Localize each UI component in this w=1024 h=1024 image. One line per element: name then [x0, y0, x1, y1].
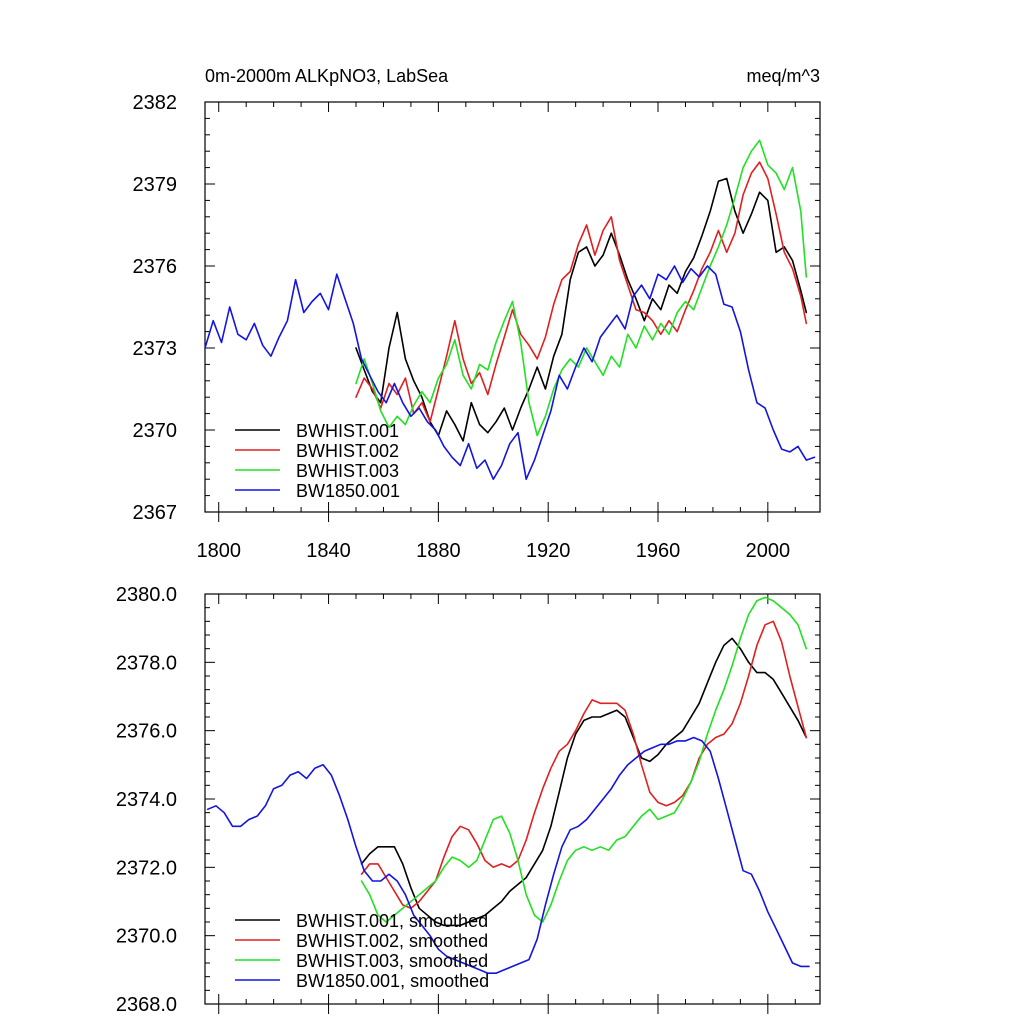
series-line-bwhist-002 — [355, 161, 808, 423]
legend-label: BWHIST.002 — [296, 441, 399, 461]
chart-title-left: 0m-2000m ALKpNO3, LabSea — [205, 66, 449, 86]
y-tick-label: 2367 — [133, 502, 178, 524]
legend-label: BWHIST.002, smoothed — [296, 931, 488, 951]
y-tick-label: 2379 — [133, 174, 178, 196]
y-tick-label: 2372.0 — [116, 857, 177, 879]
series-line-bwhist-003 — [355, 139, 808, 437]
legend-label: BWHIST.003, smoothed — [296, 951, 488, 971]
chart-title-right: meq/m^3 — [747, 66, 820, 86]
y-tick-label: 2370 — [133, 420, 178, 442]
legend-label: BW1850.001, smoothed — [296, 971, 489, 991]
x-tick-label: 2000 — [746, 540, 791, 562]
legend-label: BWHIST.001 — [296, 421, 399, 441]
legend-label: BW1850.001 — [296, 481, 400, 501]
y-tick-label: 2373 — [133, 338, 178, 360]
series-line-bw1850-001-smoothed — [206, 736, 810, 975]
series-line-bw1850-001 — [204, 265, 816, 481]
x-tick-label: 1960 — [636, 540, 681, 562]
legend-label: BWHIST.001, smoothed — [296, 911, 488, 931]
y-tick-label: 2370.0 — [116, 926, 177, 948]
series-line-bwhist-001-smoothed — [360, 637, 808, 927]
plot-frame — [204, 101, 821, 513]
y-tick-label: 2376 — [133, 256, 178, 278]
y-tick-label: 2382 — [133, 92, 178, 114]
y-tick-label: 2374.0 — [116, 789, 177, 811]
x-tick-label: 1800 — [196, 540, 241, 562]
y-tick-label: 2380.0 — [116, 584, 177, 606]
bottom-panel: 2368.0 2370.0 2372.0 2374.0 2376.0 2378.0 2380… — [116, 584, 821, 1016]
y-tick-label: 2368.0 — [116, 994, 177, 1016]
x-tick-label: 1920 — [526, 540, 571, 562]
top-panel: 1800 1840 1880 1920 1960 2000 2367 2370 2373 2376… — [133, 66, 821, 562]
y-tick-label: 2376.0 — [116, 721, 177, 743]
x-tick-label: 1840 — [306, 540, 351, 562]
legend-label: BWHIST.003 — [296, 461, 399, 481]
y-tick-label: 2378.0 — [116, 652, 177, 674]
x-tick-label: 1880 — [416, 540, 461, 562]
series-line-bwhist-003-smoothed — [360, 596, 808, 923]
series-line-bwhist-001 — [355, 177, 808, 442]
